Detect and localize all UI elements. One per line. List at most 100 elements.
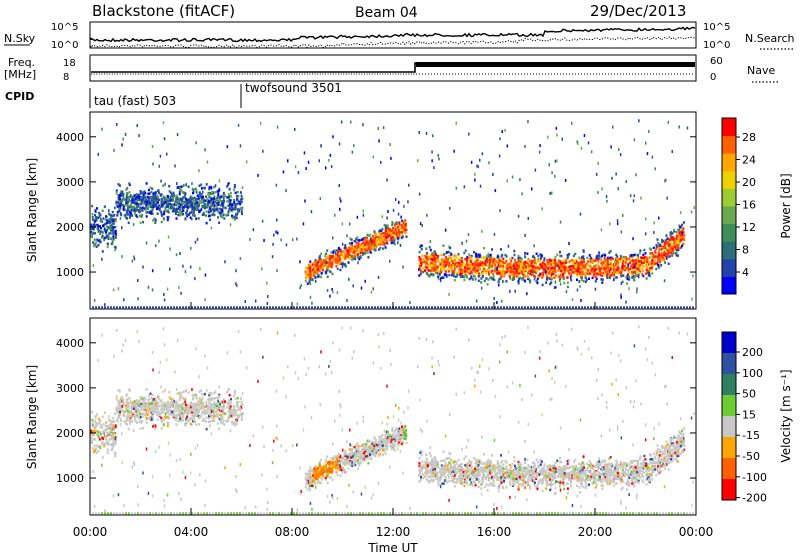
power-echo [613,267,615,270]
power-speckle [307,160,310,164]
power-echo [429,269,432,273]
velocity-echo [106,451,109,455]
power-echo [519,276,522,280]
velocity-echo [231,420,233,424]
power-near-range [644,306,646,309]
power-echo [142,193,145,196]
power-speckle [590,150,593,154]
power-echo [382,243,384,246]
power-echo [645,263,648,266]
velocity-echo [204,405,207,409]
power-echo [484,260,487,263]
power-speckle [645,217,647,221]
power-echo [435,265,437,269]
power-near-range [380,306,382,309]
power-echo [492,275,495,278]
power-echo [524,269,527,273]
power-ylabel: Slant Range [km] [25,158,39,262]
power-echo [341,254,344,257]
power-speckle [362,123,364,127]
cpid-strip: CPID tau (fast) 503 twofsound 3501 [5,81,342,108]
power-echo [480,281,483,284]
power-near-range [539,306,541,309]
power-echo [237,209,240,212]
power-echo [182,191,185,194]
power-echo [450,268,453,272]
power-echo [463,251,466,255]
power-speckle [615,172,617,176]
power-colorbar-tick-label: 12 [742,221,756,234]
power-echo [647,263,650,266]
power-echo [634,260,637,263]
power-echo [227,210,230,213]
power-echo [663,253,666,257]
power-speckle [609,222,611,226]
power-speckle [519,178,521,182]
power-near-range [341,306,343,309]
power-echo [328,262,331,265]
power-echo [652,246,655,250]
power-echo [522,266,525,269]
power-echo [510,268,513,271]
power-near-range [104,306,106,309]
power-echo [133,198,136,201]
power-echo [517,254,520,258]
power-echo [623,256,626,259]
power-speckle [190,246,192,250]
power-echo [679,234,682,237]
power-echo [665,234,668,237]
power-echo [161,214,163,217]
power-echo [309,265,312,269]
power-echo [353,247,356,250]
power-echo [173,194,176,197]
velocity-echo [236,417,239,420]
power-echo [539,253,542,256]
power-near-range [167,306,169,309]
velocity-echo [218,427,221,430]
power-speckle [138,134,140,138]
power-echo [384,246,387,249]
power-echo [677,240,680,243]
power-near-range [578,306,580,309]
power-echo [533,278,536,281]
power-echo [483,260,485,264]
power-echo [178,187,181,191]
power-echo [337,259,340,263]
power-echo [198,184,201,187]
power-echo [314,276,317,279]
power-echo [178,204,181,207]
power-echo [516,264,519,267]
power-echo [500,248,502,251]
power-echo [335,264,338,268]
power-speckle [481,152,484,156]
power-echo [625,262,628,266]
power-echo [604,270,607,273]
power-echo [420,244,423,247]
power-echo [145,198,148,202]
power-echo [120,213,123,217]
velocity-echo [105,421,108,424]
power-echo [601,266,604,269]
power-echo [326,249,329,252]
power-echo [323,259,326,262]
power-echo [380,229,383,233]
power-speckle [349,237,351,241]
power-echo [348,257,351,261]
y-tick-label: 3000 [56,176,84,189]
power-speckle [124,132,127,136]
power-speckle [408,183,410,187]
velocity-echo [96,444,99,447]
power-echo [672,235,675,239]
power-echo [102,217,105,220]
velocity-echo [211,398,214,401]
freq-label: Freq. [8,56,35,69]
power-echo [519,256,522,260]
power-near-range [671,306,673,309]
velocity-echo [197,414,200,418]
power-speckle [620,230,623,234]
power-near-range [587,306,589,309]
power-echo [442,276,445,279]
power-speckle [514,289,516,293]
power-echo [222,191,225,195]
power-near-range [188,306,190,309]
